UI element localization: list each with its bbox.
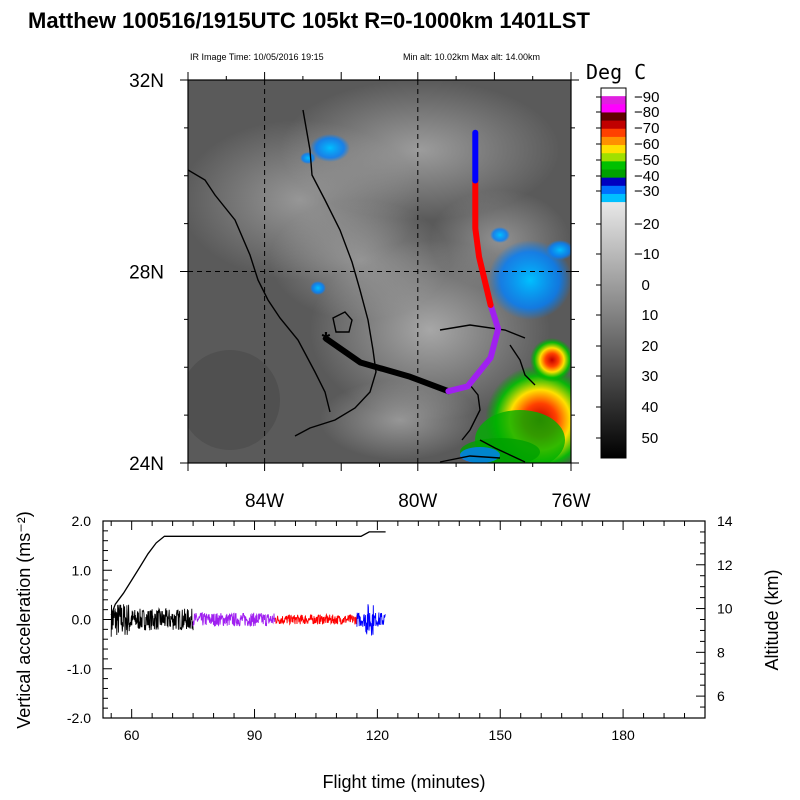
map-ticks <box>180 72 579 471</box>
florida-east-coast <box>294 109 377 437</box>
colorbar-swatch <box>601 145 626 154</box>
x-tick-label: 180 <box>611 727 635 743</box>
grand-bahama <box>439 324 526 339</box>
colorbar-label: 10 <box>634 307 658 324</box>
colorbar-label: −40 <box>634 168 659 185</box>
colorbar-label: −80 <box>634 104 659 121</box>
y-tick-label: -1.0 <box>67 661 91 677</box>
x-axis-ticks: 60 90 120 150 180 <box>110 521 706 743</box>
y-axis-ticks: 2.0 1.0 0.0 -1.0 -2.0 <box>67 513 112 726</box>
colorbar-swatch <box>601 88 626 97</box>
accel-series-1 <box>192 612 276 627</box>
x-tick-label: 150 <box>489 727 513 743</box>
start-marker: * <box>322 328 331 353</box>
y-tick-label: -2.0 <box>67 710 91 726</box>
flight-track <box>322 129 502 395</box>
colorbar-label: −30 <box>634 183 659 200</box>
colorbar-swatch <box>601 177 626 187</box>
y-tick-label: 0.0 <box>72 612 92 628</box>
y-right-axis-ticks: 14 12 10 8 6 <box>696 513 733 719</box>
colorbar-swatch <box>601 185 626 195</box>
y-right-tick-label: 12 <box>717 557 733 573</box>
colorbar-gradient <box>601 202 626 458</box>
colorbar-label: 20 <box>634 338 658 355</box>
colorbar-label: −20 <box>634 216 659 233</box>
y-tick-label: 2.0 <box>72 513 92 529</box>
plot-area <box>103 521 705 718</box>
colorbar-swatch <box>601 128 626 138</box>
x-axis-label: Flight time (minutes) <box>322 772 485 792</box>
track-segment-0 <box>322 335 452 395</box>
colorbar-label: 40 <box>634 399 658 416</box>
colorbar-label: −10 <box>634 246 659 263</box>
colorbar-swatch <box>601 96 626 105</box>
track-segment-1 <box>445 302 502 395</box>
colorbar-label: −60 <box>634 136 659 153</box>
x-tick-label: 60 <box>124 727 140 743</box>
accel-series-2 <box>274 612 358 626</box>
colorbar-swatch <box>601 153 626 162</box>
colorbar: Deg C −90−80−70−60−50−40−30 −20 −10 0 10 2… <box>586 60 659 459</box>
colorbar-label: −70 <box>634 120 659 137</box>
altitude-range: Min alt: 10.02km Max alt: 14.00km <box>403 52 540 62</box>
y-right-tick-label: 8 <box>717 644 725 660</box>
figure-title: Matthew 100516/1915UTC 105kt R=0-1000km … <box>28 8 590 33</box>
lon-label: 84W <box>245 491 284 512</box>
altitude-series <box>110 531 386 616</box>
y-right-tick-label: 14 <box>717 513 733 529</box>
map-gridlines <box>188 80 571 463</box>
colorbar-labels: −90−80−70−60−50−40−30 −20 −10 0 10 20 30 4… <box>596 89 659 447</box>
lat-label: 28N <box>129 263 164 284</box>
accel-series-0 <box>110 604 194 637</box>
lon-label: 76W <box>551 491 590 512</box>
x-tick-label: 90 <box>247 727 263 743</box>
ir-map-panel: * 32N 28N 24N 84W 80W 76W <box>129 71 591 512</box>
y-tick-label: 1.0 <box>72 562 92 578</box>
ir-image-time: IR Image Time: 10/05/2016 19:15 <box>190 52 324 62</box>
lon-label: 80W <box>398 491 437 512</box>
coastlines <box>188 109 536 463</box>
y-axis-label: Vertical acceleration (ms⁻²) <box>14 511 34 729</box>
colorbar-label: 30 <box>634 368 658 385</box>
colorbar-segments <box>601 88 626 203</box>
y-right-axis-label: Altitude (km) <box>762 569 782 670</box>
colorbar-border <box>600 87 627 459</box>
timeseries-panel: 60 90 120 150 180 2.01.00.0-1.0-2.0 14121086… <box>14 511 782 792</box>
colorbar-label: −50 <box>634 152 659 169</box>
colorbar-title: Deg C <box>586 60 646 84</box>
longitude-labels: 84W 80W 76W <box>245 491 591 512</box>
latitude-labels: 32N 28N 24N <box>129 71 164 475</box>
satellite-imagery <box>188 80 571 463</box>
altitude-line <box>110 531 386 616</box>
lat-label: 32N <box>129 71 164 92</box>
cuba-coast <box>439 455 501 463</box>
bahamas-south <box>479 439 526 463</box>
colorbar-swatch <box>601 169 626 179</box>
acceleration-series <box>110 604 386 637</box>
colorbar-swatch <box>601 136 626 146</box>
colorbar-label: 0 <box>634 277 650 294</box>
colorbar-swatch <box>601 120 626 130</box>
colorbar-swatch <box>601 104 626 113</box>
eleuthera <box>509 344 536 386</box>
andros-island <box>461 384 481 441</box>
colorbar-label: −90 <box>634 89 659 106</box>
colorbar-swatch <box>601 161 626 170</box>
lat-label: 24N <box>129 454 164 475</box>
y-right-tick-label: 6 <box>717 688 725 704</box>
colorbar-label: 50 <box>634 430 658 447</box>
lake-okeechobee <box>332 311 353 333</box>
colorbar-swatch <box>601 112 626 122</box>
accel-series-3 <box>356 604 386 636</box>
y-right-tick-label: 10 <box>717 601 733 617</box>
colorbar-swatch <box>601 193 626 203</box>
x-tick-label: 120 <box>366 727 390 743</box>
track-segment-2 <box>472 177 494 308</box>
florida-west-coast <box>188 169 331 413</box>
